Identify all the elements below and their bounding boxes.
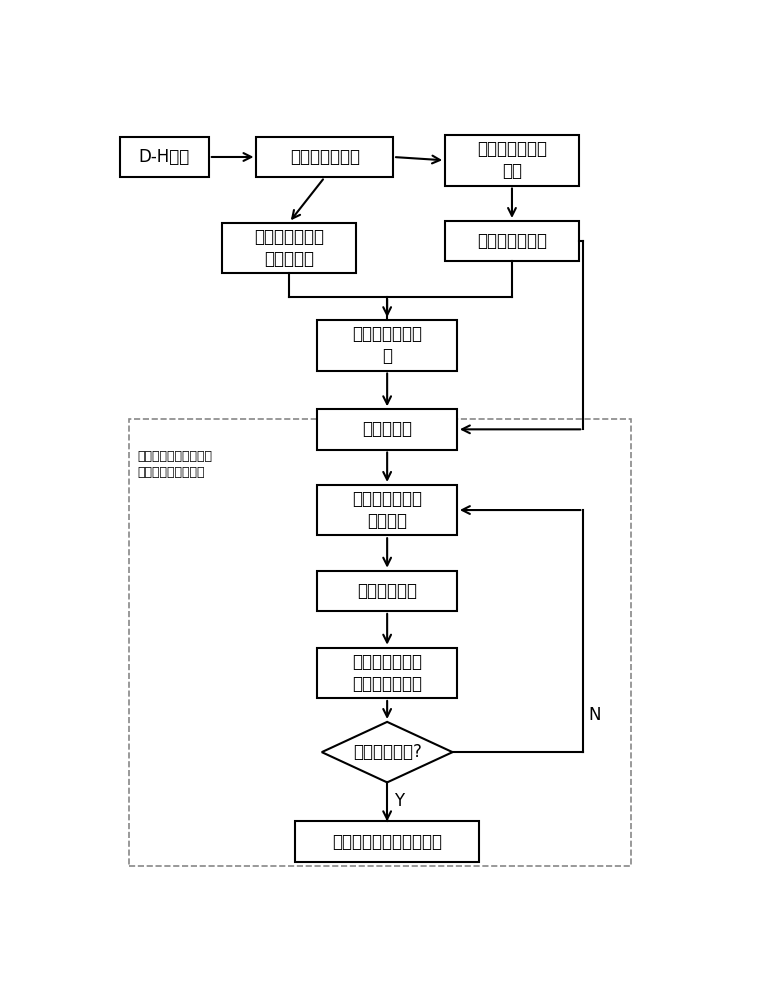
Text: 最小二乘辨识参
数: 最小二乘辨识参 数: [352, 325, 422, 365]
FancyBboxPatch shape: [222, 223, 356, 273]
FancyBboxPatch shape: [120, 137, 209, 177]
Text: 确定待辨识的动
力学参数集: 确定待辨识的动 力学参数集: [254, 228, 324, 268]
FancyBboxPatch shape: [318, 320, 457, 371]
FancyBboxPatch shape: [318, 648, 457, 698]
Text: 基于反向传播算法对动
力学参数集进行训练: 基于反向传播算法对动 力学参数集进行训练: [137, 450, 212, 479]
Text: D-H参数: D-H参数: [139, 148, 190, 166]
Text: N: N: [588, 706, 601, 724]
Text: 计算损失函数: 计算损失函数: [357, 582, 417, 600]
Text: 设计与优化激励
轨迹: 设计与优化激励 轨迹: [477, 140, 547, 180]
FancyBboxPatch shape: [318, 571, 457, 611]
Text: 建立动力学模型: 建立动力学模型: [290, 148, 360, 166]
Text: 动力学参数集基
于梯度迭代更新: 动力学参数集基 于梯度迭代更新: [352, 653, 422, 693]
Text: Y: Y: [394, 792, 404, 810]
Text: 保存最优的动力学参数集: 保存最优的动力学参数集: [332, 833, 442, 851]
Polygon shape: [322, 722, 453, 782]
FancyBboxPatch shape: [445, 135, 579, 186]
Text: 计算广义神经网
络的输出: 计算广义神经网 络的输出: [352, 490, 422, 530]
Text: 构建训练集: 构建训练集: [362, 420, 412, 438]
FancyBboxPatch shape: [318, 485, 457, 535]
FancyBboxPatch shape: [256, 137, 393, 177]
FancyBboxPatch shape: [318, 409, 457, 450]
Text: 损失函数收敛?: 损失函数收敛?: [353, 743, 422, 761]
FancyBboxPatch shape: [295, 821, 479, 862]
FancyBboxPatch shape: [445, 221, 579, 261]
Text: 采集与处理数据: 采集与处理数据: [477, 232, 547, 250]
